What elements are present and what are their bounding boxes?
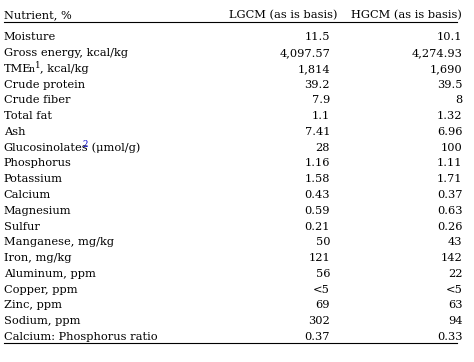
Text: Copper, ppm: Copper, ppm [4, 285, 77, 295]
Text: 39.2: 39.2 [305, 80, 330, 90]
Text: 1.71: 1.71 [437, 174, 463, 184]
Text: 142: 142 [441, 253, 463, 263]
Text: 94: 94 [448, 316, 463, 326]
Text: Gross energy, kcal/kg: Gross energy, kcal/kg [4, 48, 128, 58]
Text: 7.41: 7.41 [305, 127, 330, 137]
Text: Total fat: Total fat [4, 111, 52, 121]
Text: Phosphorus: Phosphorus [4, 159, 72, 168]
Text: n: n [28, 66, 35, 74]
Text: 1.1: 1.1 [312, 111, 330, 121]
Text: 1.32: 1.32 [437, 111, 463, 121]
Text: 56: 56 [316, 269, 330, 279]
Text: (μmol/g): (μmol/g) [88, 143, 140, 153]
Text: Sodium, ppm: Sodium, ppm [4, 316, 80, 326]
Text: 302: 302 [308, 316, 330, 326]
Text: 39.5: 39.5 [437, 80, 463, 90]
Text: 0.59: 0.59 [305, 206, 330, 216]
Text: Crude protein: Crude protein [4, 80, 85, 90]
Text: 1,814: 1,814 [298, 64, 330, 74]
Text: Calcium: Calcium [4, 190, 51, 200]
Text: LGCM (as is basis): LGCM (as is basis) [229, 10, 337, 21]
Text: 0.43: 0.43 [305, 190, 330, 200]
Text: Zinc, ppm: Zinc, ppm [4, 300, 62, 310]
Text: 0.33: 0.33 [437, 332, 463, 342]
Text: 50: 50 [316, 237, 330, 247]
Text: 69: 69 [316, 300, 330, 310]
Text: Crude fiber: Crude fiber [4, 96, 70, 105]
Text: 1.58: 1.58 [305, 174, 330, 184]
Text: 2: 2 [82, 140, 88, 149]
Text: 6.96: 6.96 [437, 127, 463, 137]
Text: 0.63: 0.63 [437, 206, 463, 216]
Text: Glucosinolates: Glucosinolates [4, 143, 88, 153]
Text: 4,274.93: 4,274.93 [411, 48, 463, 58]
Text: 0.21: 0.21 [305, 222, 330, 232]
Text: 43: 43 [448, 237, 463, 247]
Text: Iron, mg/kg: Iron, mg/kg [4, 253, 71, 263]
Text: 1.16: 1.16 [305, 159, 330, 168]
Text: 0.37: 0.37 [305, 332, 330, 342]
Text: Manganese, mg/kg: Manganese, mg/kg [4, 237, 114, 247]
Text: 0.37: 0.37 [437, 190, 463, 200]
Text: 121: 121 [308, 253, 330, 263]
Text: 8: 8 [455, 96, 463, 105]
Text: 28: 28 [316, 143, 330, 153]
Text: Ash: Ash [4, 127, 25, 137]
Text: 0.26: 0.26 [437, 222, 463, 232]
Text: Nutrient, %: Nutrient, % [4, 10, 72, 20]
Text: Moisture: Moisture [4, 33, 56, 42]
Text: 22: 22 [448, 269, 463, 279]
Text: Magnesium: Magnesium [4, 206, 71, 216]
Text: TME: TME [4, 64, 31, 74]
Text: 1: 1 [35, 62, 40, 71]
Text: 10.1: 10.1 [437, 33, 463, 42]
Text: 4,097.57: 4,097.57 [279, 48, 330, 58]
Text: 63: 63 [448, 300, 463, 310]
Text: 7.9: 7.9 [312, 96, 330, 105]
Text: Aluminum, ppm: Aluminum, ppm [4, 269, 96, 279]
Text: <5: <5 [313, 285, 330, 295]
Text: Sulfur: Sulfur [4, 222, 39, 232]
Text: , kcal/kg: , kcal/kg [40, 64, 89, 74]
Text: 1.11: 1.11 [437, 159, 463, 168]
Text: 1,690: 1,690 [430, 64, 463, 74]
Text: <5: <5 [446, 285, 463, 295]
Text: 100: 100 [441, 143, 463, 153]
Text: Calcium: Phosphorus ratio: Calcium: Phosphorus ratio [4, 332, 157, 342]
Text: 11.5: 11.5 [305, 33, 330, 42]
Text: HGCM (as is basis): HGCM (as is basis) [351, 10, 462, 21]
Text: Potassium: Potassium [4, 174, 63, 184]
